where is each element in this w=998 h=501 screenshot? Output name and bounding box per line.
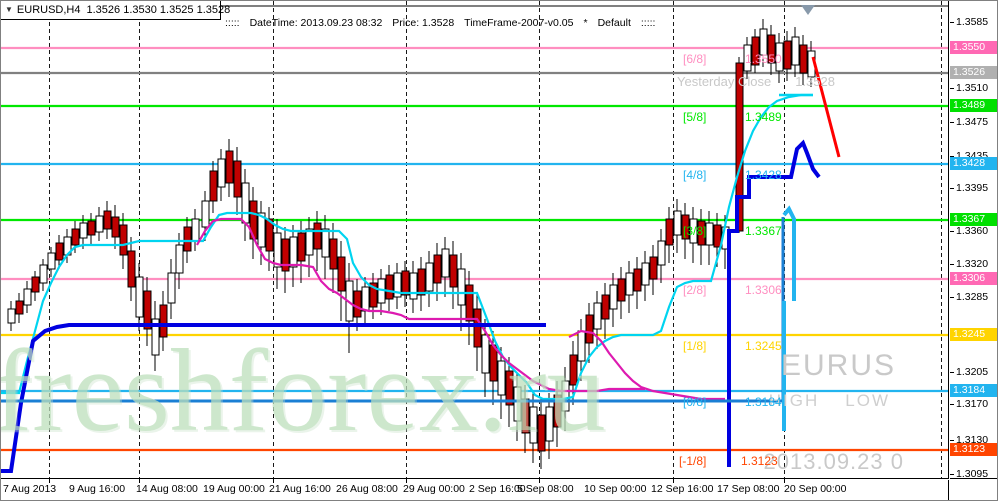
time-tick: 26 Aug 08:00: [336, 483, 398, 495]
price-tick: 1.3320: [950, 258, 988, 271]
time-tick: 7 Aug 2013: [3, 483, 57, 495]
info-star: *: [583, 17, 588, 29]
price-axis[interactable]: 1.3585 1.3550 1.3526 1.3510 1.3489 1.347…: [950, 1, 997, 481]
info-profile: Default: [597, 17, 631, 29]
price-tick: 1.3395: [950, 182, 988, 195]
price-tag-0-8: 1.3184: [950, 384, 997, 397]
price-tag-4-8: 1.3428: [950, 157, 997, 170]
ma-magenta-line: [196, 217, 645, 393]
time-tick: 10 Sep 00:00: [584, 483, 647, 495]
price-tick: 1.3360: [950, 225, 988, 238]
chevron-down-icon[interactable]: ▼: [5, 5, 13, 14]
down-arrow-icon: [801, 5, 815, 15]
time-tick: 29 Aug 00:00: [403, 483, 465, 495]
price-tick: 1.3585: [950, 16, 988, 29]
time-axis[interactable]: 7 Aug 2013 9 Aug 16:00 14 Aug 08:00 19 A…: [1, 479, 949, 500]
time-tick: 21 Aug 16:00: [269, 483, 331, 495]
symbol-name: EURUSD,H4: [16, 4, 81, 16]
axis-corner: [950, 480, 997, 500]
info-price: Price: 1.3528: [392, 17, 455, 29]
price-tag-6-8: 1.3550: [950, 41, 997, 54]
chart-plot-area[interactable]: freshforex.ru EURUS HIGH LOW 2013.09.23 0…: [1, 1, 949, 479]
price-tick: 1.3205: [950, 366, 988, 379]
time-tick: 2 Sep 16:00: [469, 483, 526, 495]
time-tick: 9 Aug 16:00: [69, 483, 126, 495]
info-prefix: :::::: [225, 17, 240, 29]
time-tick: 12 Sep 16:00: [651, 483, 714, 495]
candlestick-series: [7, 19, 816, 469]
price-tick: 1.3510: [950, 82, 988, 95]
time-tick: 14 Aug 08:00: [136, 483, 198, 495]
time-tick: 19 Aug 00:00: [203, 483, 265, 495]
symbol-info-bar[interactable]: ▼ EURUSD,H4 1.3526 1.3530 1.3525 1.3528: [1, 1, 230, 20]
ma-cyan-line: [1, 93, 813, 401]
lightblue-markers: [782, 205, 796, 431]
chart-canvas: [1, 1, 948, 478]
step-blue-line-2: [727, 139, 821, 467]
forecast-line: [811, 56, 841, 158]
info-indicator: TimeFrame-2007-v0.05: [464, 17, 574, 29]
price-tag-2-8: 1.3306: [950, 272, 997, 285]
price-tag-1-8: 1.3245: [950, 328, 997, 341]
info-suffix: :::::: [640, 17, 656, 29]
price-tag-3-8: 1.3367: [950, 213, 997, 226]
time-tick: 17 Sep 08:00: [717, 483, 780, 495]
price-tick: 1.3475: [950, 116, 988, 129]
symbol-ohlc: 1.3526 1.3530 1.3525 1.3528: [86, 4, 231, 16]
price-tag-minus1-8: 1.3123: [950, 443, 997, 456]
step-blue-line: [1, 323, 546, 473]
time-tick: 20 Sep 00:00: [784, 483, 847, 495]
info-datetime: DateTime: 2013.09.23 08:32: [249, 17, 383, 29]
price-tag-bid: 1.3526: [950, 66, 997, 79]
time-tick: 5 Sep 08:00: [517, 483, 574, 495]
price-tick: 1.3285: [950, 291, 988, 304]
price-tick: 1.3170: [950, 398, 988, 411]
price-tick: 1.3095: [950, 468, 988, 481]
price-tag-5-8: 1.3489: [950, 99, 997, 112]
indicator-info-line: ::::: DateTime: 2013.09.23 08:32 Price: 1.…: [225, 17, 665, 29]
murrey-level-lines: [1, 46, 948, 452]
ma-magenta-line-2: [568, 329, 725, 401]
